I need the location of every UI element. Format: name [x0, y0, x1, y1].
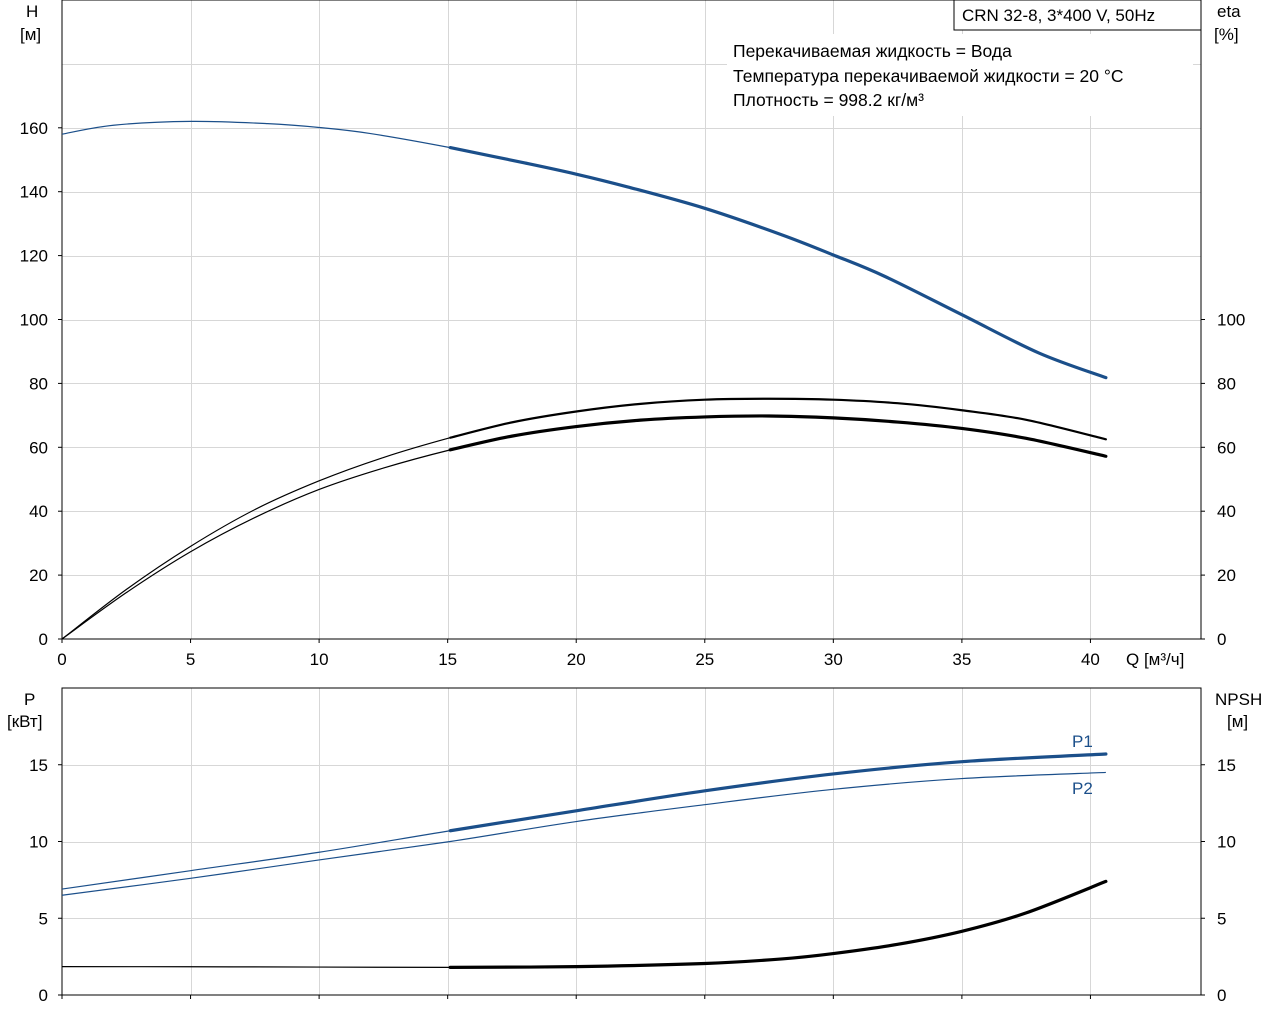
top-right-tick-label: 60	[1217, 438, 1236, 457]
bottom-series-p1-operating-range	[448, 752, 1108, 833]
bottom-right-tick-label: 5	[1217, 909, 1226, 928]
top-x-tick-label: 30	[824, 650, 843, 669]
series-label-p1: P1	[1072, 732, 1093, 751]
top-left-axis-unit: [м]	[20, 25, 41, 44]
top-left-tick-label: 40	[29, 502, 48, 521]
top-right-tick-label: 0	[1217, 630, 1226, 649]
top-left-tick-label: 0	[39, 630, 48, 649]
bottom-series-npsh-operating-range	[448, 879, 1108, 969]
top-series-eta-2-operating-range	[448, 414, 1108, 458]
top-right-tick-label: 100	[1217, 311, 1245, 330]
top-right-tick-label: 80	[1217, 374, 1236, 393]
top-x-tick-label: 35	[952, 650, 971, 669]
top-x-tick-label: 10	[310, 650, 329, 669]
bottom-left-axis-name: P	[24, 690, 35, 709]
bottom-right-tick-label: 10	[1217, 833, 1236, 852]
top-left-tick-label: 140	[20, 183, 48, 202]
bottom-left-tick-label: 5	[39, 909, 48, 928]
top-right-axis-name: eta	[1217, 2, 1241, 21]
info-box-background	[727, 34, 1193, 116]
top-series-eta-1-operating-range	[449, 397, 1107, 441]
series-label-p2: P2	[1072, 779, 1093, 798]
top-x-tick-label: 40	[1081, 650, 1100, 669]
info-line-liquid: Перекачиваемая жидкость = Вода	[733, 41, 1012, 61]
top-left-axis-name: H	[26, 2, 38, 21]
top-right-tick-label: 20	[1217, 566, 1236, 585]
model-box	[953, 0, 1202, 31]
bottom-right-tick-label: 15	[1217, 756, 1236, 775]
top-x-tick-label: 15	[438, 650, 457, 669]
bottom-left-tick-label: 15	[29, 756, 48, 775]
top-left-tick-label: 20	[29, 566, 48, 585]
bottom-left-axis-unit: [кВт]	[7, 712, 42, 731]
top-chart-series	[61, 120, 1108, 640]
top-x-tick-label: 0	[57, 650, 66, 669]
info-line-temperature: Температура перекачиваемой жидкости = 20…	[733, 66, 1124, 86]
bottom-chart-ticks: 0 5 10 15 0 5 10 15	[29, 756, 1236, 1005]
top-left-tick-label: 60	[29, 438, 48, 457]
info-line-density: Плотность = 998.2 кг/м³	[733, 90, 924, 110]
bottom-left-tick-label: 0	[39, 986, 48, 1005]
top-x-tick-label: 5	[186, 650, 195, 669]
bottom-left-tick-label: 10	[29, 833, 48, 852]
top-left-tick-label: 160	[20, 119, 48, 138]
top-left-tick-label: 100	[20, 311, 48, 330]
top-x-tick-label: 25	[695, 650, 714, 669]
bottom-series-p2-line	[61, 771, 1106, 896]
top-left-tick-label: 80	[29, 374, 48, 393]
pump-model: CRN 32-8, 3*400 V, 50Hz	[962, 6, 1155, 25]
bottom-right-tick-label: 0	[1217, 986, 1226, 1005]
bottom-right-axis-name: NPSH	[1215, 690, 1262, 709]
bottom-chart-series	[61, 752, 1108, 969]
top-chart-ticks: 0 20 40 60 80 100 120 140 160 0 20 40 60 80 100 0 5 10 15 2…	[20, 119, 1246, 669]
top-left-tick-label: 120	[20, 247, 48, 266]
top-right-axis-unit: [%]	[1214, 25, 1239, 44]
top-right-tick-label: 40	[1217, 502, 1236, 521]
bottom-right-axis-unit: [м]	[1227, 712, 1248, 731]
top-x-axis-label: Q [м³/ч]	[1126, 650, 1184, 669]
top-series-h-operating-range	[448, 146, 1108, 380]
top-x-tick-label: 20	[567, 650, 586, 669]
